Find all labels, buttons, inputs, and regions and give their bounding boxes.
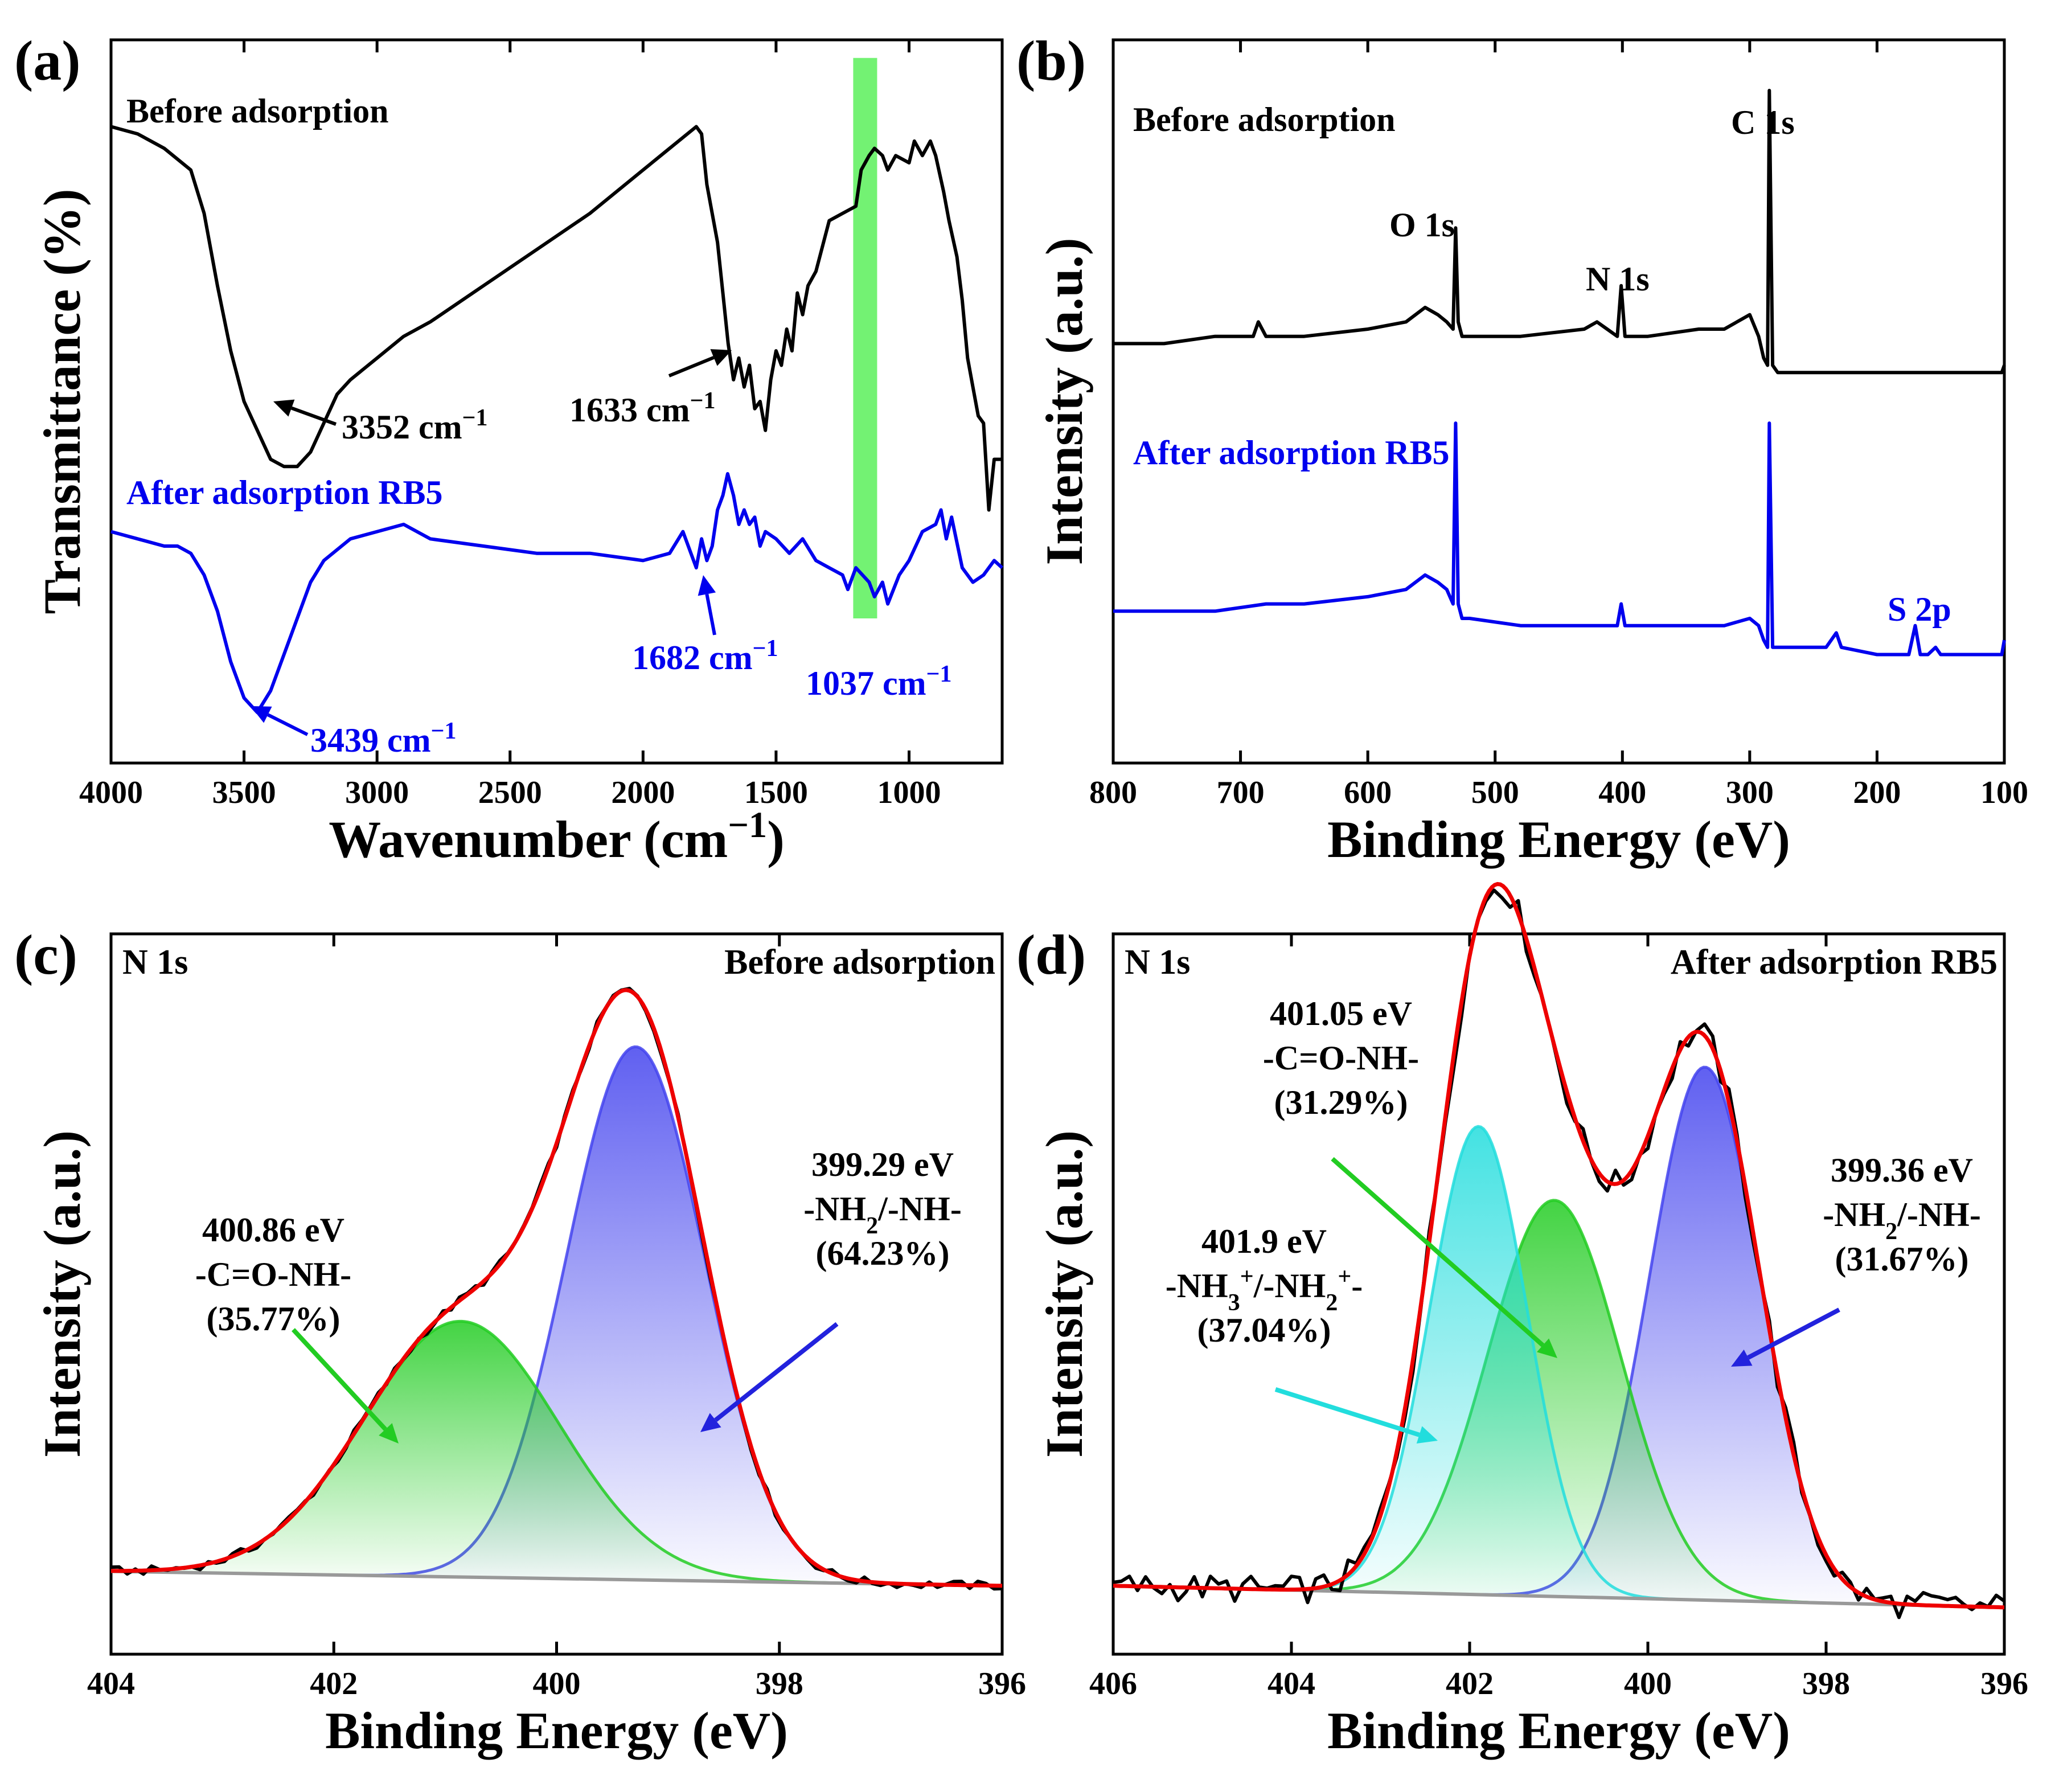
component-fill bbox=[1113, 1126, 2004, 1608]
x-tick-label: 1500 bbox=[744, 775, 808, 810]
x-tick-label: 3500 bbox=[212, 775, 276, 810]
arrow-nh3 bbox=[1274, 1387, 1438, 1444]
label-c1s: C 1s bbox=[1731, 104, 1795, 141]
arrow-nh2 bbox=[1731, 1307, 1840, 1367]
label-cnh-line-0: 401.05 eV bbox=[1270, 995, 1412, 1032]
annotation-3352: 3352 cm−1 bbox=[342, 405, 488, 446]
annotation-after: After adsorption RB5 bbox=[126, 474, 443, 511]
x-tick-label: 3000 bbox=[345, 775, 409, 810]
label-nh3-line-1: -NH3+/-NH2+- bbox=[1166, 1264, 1363, 1316]
panel-b-plot-frame bbox=[1111, 38, 2006, 765]
x-axis-title: Binding Energy (eV) bbox=[1327, 1701, 1790, 1760]
annotation-after: After adsorption RB5 bbox=[1133, 434, 1450, 471]
series-after-line bbox=[110, 472, 1004, 715]
series-after-line bbox=[1113, 421, 2006, 657]
x-tick-label: 398 bbox=[756, 1666, 803, 1701]
panel-c: 404 402 400 398 396 Binding Energy (eV) Intens… bbox=[14, 923, 1026, 1760]
highlight-band bbox=[853, 58, 877, 618]
corner-label-left: N 1s bbox=[1125, 943, 1190, 982]
y-axis-title: Intensity (a.u.) bbox=[33, 1130, 91, 1458]
x-tick-label: 500 bbox=[1471, 775, 1519, 810]
panel-label: (a) bbox=[14, 29, 81, 92]
panel-label: (c) bbox=[14, 923, 77, 986]
arrow-1633 bbox=[668, 349, 732, 378]
arrow-nh2 bbox=[700, 1322, 839, 1432]
y-axis-title: Transmittance (%) bbox=[33, 189, 91, 614]
x-tick-label: 800 bbox=[1089, 775, 1137, 810]
component-fill bbox=[111, 1321, 1002, 1586]
x-tick-label: 2500 bbox=[478, 775, 542, 810]
label-s2p: S 2p bbox=[1888, 591, 1951, 628]
panel-a: 4000 3500 3000 2500 2000 1500 1000 Wavenumber (… bbox=[14, 29, 1004, 869]
label-cnh-line-1: -C=O-NH- bbox=[195, 1256, 351, 1293]
x-tick-label: 398 bbox=[1802, 1666, 1850, 1701]
series-before-line bbox=[1113, 88, 2006, 375]
arrow-3439 bbox=[251, 706, 309, 736]
component-fill bbox=[1113, 1200, 2004, 1608]
arrow-3352 bbox=[273, 399, 337, 426]
x-tick-label: 406 bbox=[1089, 1666, 1137, 1701]
panel-d: 406 404 402 400 398 396 Binding Energy (eV) Int… bbox=[1016, 881, 2028, 1760]
label-nh2-line-1: -NH2/-NH- bbox=[803, 1190, 962, 1239]
label-cnh-line-2: (31.29%) bbox=[1274, 1084, 1408, 1121]
annotation-before: Before adsorption bbox=[1133, 101, 1396, 138]
x-tick-label: 400 bbox=[533, 1666, 581, 1701]
x-axis-title: Wavenumber (cm−1) bbox=[329, 805, 785, 869]
x-tick-label: 600 bbox=[1344, 775, 1392, 810]
corner-label-left: N 1s bbox=[122, 943, 188, 982]
y-axis-title: Intensity (a.u.) bbox=[1035, 237, 1093, 565]
panel-label: (b) bbox=[1016, 29, 1086, 92]
x-tick-label: 100 bbox=[1980, 775, 2028, 810]
x-tick-label: 396 bbox=[1980, 1666, 2028, 1701]
arrow-cnh bbox=[1331, 1157, 1557, 1358]
x-tick-label: 396 bbox=[978, 1666, 1026, 1701]
label-nh2-line-2: (64.23%) bbox=[816, 1235, 950, 1272]
arrow-1682 bbox=[698, 575, 716, 635]
component-fill bbox=[1113, 1067, 2004, 1608]
x-tick-label: 404 bbox=[87, 1666, 135, 1701]
x-tick-label: 300 bbox=[1726, 775, 1774, 810]
annotation-3439: 3439 cm−1 bbox=[310, 718, 457, 759]
label-nh2-line-0: 399.29 eV bbox=[811, 1146, 954, 1183]
label-o1s: O 1s bbox=[1389, 206, 1455, 244]
panel-d-plot-frame bbox=[1111, 932, 2006, 1656]
fit-envelope-line bbox=[111, 988, 1003, 1588]
corner-label-right: After adsorption RB5 bbox=[1671, 943, 1997, 982]
x-axis-title: Binding Energy (eV) bbox=[1327, 810, 1790, 868]
x-tick-label: 400 bbox=[1624, 1666, 1672, 1701]
label-nh3-line-0: 401.9 eV bbox=[1201, 1223, 1327, 1260]
panel-a-plot-frame bbox=[109, 38, 1004, 765]
label-nh2-line-2: (31.67%) bbox=[1835, 1240, 1969, 1278]
arrow-cnh bbox=[292, 1328, 399, 1444]
panel-b: 800 700 600 500 400 300 200 100 Binding Energy (… bbox=[1016, 29, 2028, 868]
x-tick-label: 402 bbox=[1446, 1666, 1494, 1701]
x-tick-label: 1000 bbox=[877, 775, 941, 810]
x-tick-label: 4000 bbox=[79, 775, 143, 810]
x-tick-label: 400 bbox=[1598, 775, 1646, 810]
component-fill bbox=[111, 1047, 1002, 1586]
x-tick-label: 700 bbox=[1217, 775, 1265, 810]
fit-envelope-line bbox=[1113, 881, 2005, 1610]
annotation-1037: 1037 cm−1 bbox=[806, 661, 952, 702]
x-tick-label: 2000 bbox=[611, 775, 675, 810]
label-n1s: N 1s bbox=[1586, 260, 1650, 298]
corner-label-right: Before adsorption bbox=[724, 943, 995, 982]
label-cnh-line-0: 400.86 eV bbox=[202, 1211, 344, 1249]
label-nh2-line-0: 399.36 eV bbox=[1831, 1151, 1973, 1189]
y-axis-title: Intensity (a.u.) bbox=[1035, 1130, 1093, 1458]
annotation-before: Before adsorption bbox=[126, 92, 389, 130]
label-nh2-line-1: -NH2/-NH- bbox=[1823, 1196, 1981, 1245]
x-axis-title: Binding Energy (eV) bbox=[325, 1701, 788, 1760]
x-tick-label: 402 bbox=[310, 1666, 358, 1701]
x-tick-label: 404 bbox=[1268, 1666, 1315, 1701]
series-before-line bbox=[110, 125, 1002, 512]
x-tick-label: 200 bbox=[1853, 775, 1901, 810]
label-cnh-line-1: -C=O-NH- bbox=[1263, 1039, 1419, 1077]
annotation-1633: 1633 cm−1 bbox=[569, 388, 716, 429]
panel-label: (d) bbox=[1016, 923, 1086, 986]
annotation-1682: 1682 cm−1 bbox=[632, 635, 778, 676]
label-nh3-line-2: (37.04%) bbox=[1197, 1311, 1331, 1349]
label-cnh-line-2: (35.77%) bbox=[207, 1300, 341, 1338]
